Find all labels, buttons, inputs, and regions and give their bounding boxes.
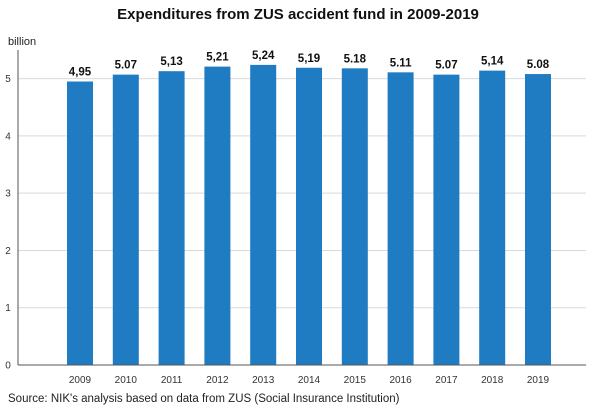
value-label-2013: 5,24	[252, 50, 275, 62]
bar-2017	[433, 74, 460, 366]
y-tick-label: 3	[5, 189, 11, 200]
bar-2014	[296, 67, 322, 365]
value-label-2017: 5.07	[435, 60, 457, 72]
y-tick-label: 0	[5, 361, 11, 372]
x-tick-label-2019: 2019	[527, 375, 550, 386]
value-label-2011: 5,13	[160, 56, 182, 68]
y-tick-label: 2	[5, 246, 11, 257]
x-tick-label-2012: 2012	[206, 375, 229, 386]
source-note: Source: NIK's analysis based on data fro…	[8, 393, 400, 405]
y-axis-ticks: 0 1 2 3 4 5	[5, 74, 11, 371]
x-tick-label-2018: 2018	[481, 375, 504, 386]
y-tick-label: 1	[5, 303, 11, 314]
bars	[67, 64, 551, 366]
bar-2010	[112, 74, 139, 366]
x-tick-label-2017: 2017	[435, 375, 458, 386]
value-label-2016: 5.11	[390, 57, 412, 69]
value-label-2018: 5,14	[481, 56, 504, 68]
y-tick-label: 5	[5, 74, 11, 85]
bar-2011	[158, 71, 185, 365]
x-tick-label-2016: 2016	[389, 375, 412, 386]
value-label-2012: 5,21	[206, 52, 229, 64]
chart-title: Expenditures from ZUS accident fund in 2…	[117, 6, 479, 23]
y-tick-label: 4	[5, 131, 11, 142]
bar-2012	[204, 66, 231, 365]
x-tick-label-2013: 2013	[252, 375, 275, 386]
x-tick-label-2014: 2014	[298, 375, 321, 386]
y-axis-unit-label: billion	[8, 36, 36, 48]
bar-2013	[250, 64, 277, 366]
value-label-2009: 4,95	[69, 67, 92, 79]
bar-2015	[341, 68, 368, 365]
value-label-2019: 5.08	[527, 59, 550, 71]
x-tick-label-2011: 2011	[161, 375, 183, 386]
x-tick-label-2010: 2010	[115, 375, 138, 386]
x-tick-label-2015: 2015	[344, 375, 367, 386]
x-tick-label-2009: 2009	[69, 375, 92, 386]
bar-2016	[387, 72, 414, 365]
value-labels: 4,95 5.07 5,13 5,21 5,24 5,19 5.18 5.11 5.07 5,14…	[69, 50, 550, 79]
x-axis-ticks: 2009 2010 2011 2012 2013 2014 2015 2016 2017 2018…	[69, 375, 550, 386]
value-label-2010: 5.07	[115, 60, 137, 72]
value-label-2015: 5.18	[344, 53, 367, 65]
bar-2018	[479, 70, 506, 366]
bar-2019	[525, 74, 551, 366]
value-label-2014: 5,19	[298, 53, 320, 65]
bar-2009	[67, 81, 93, 365]
